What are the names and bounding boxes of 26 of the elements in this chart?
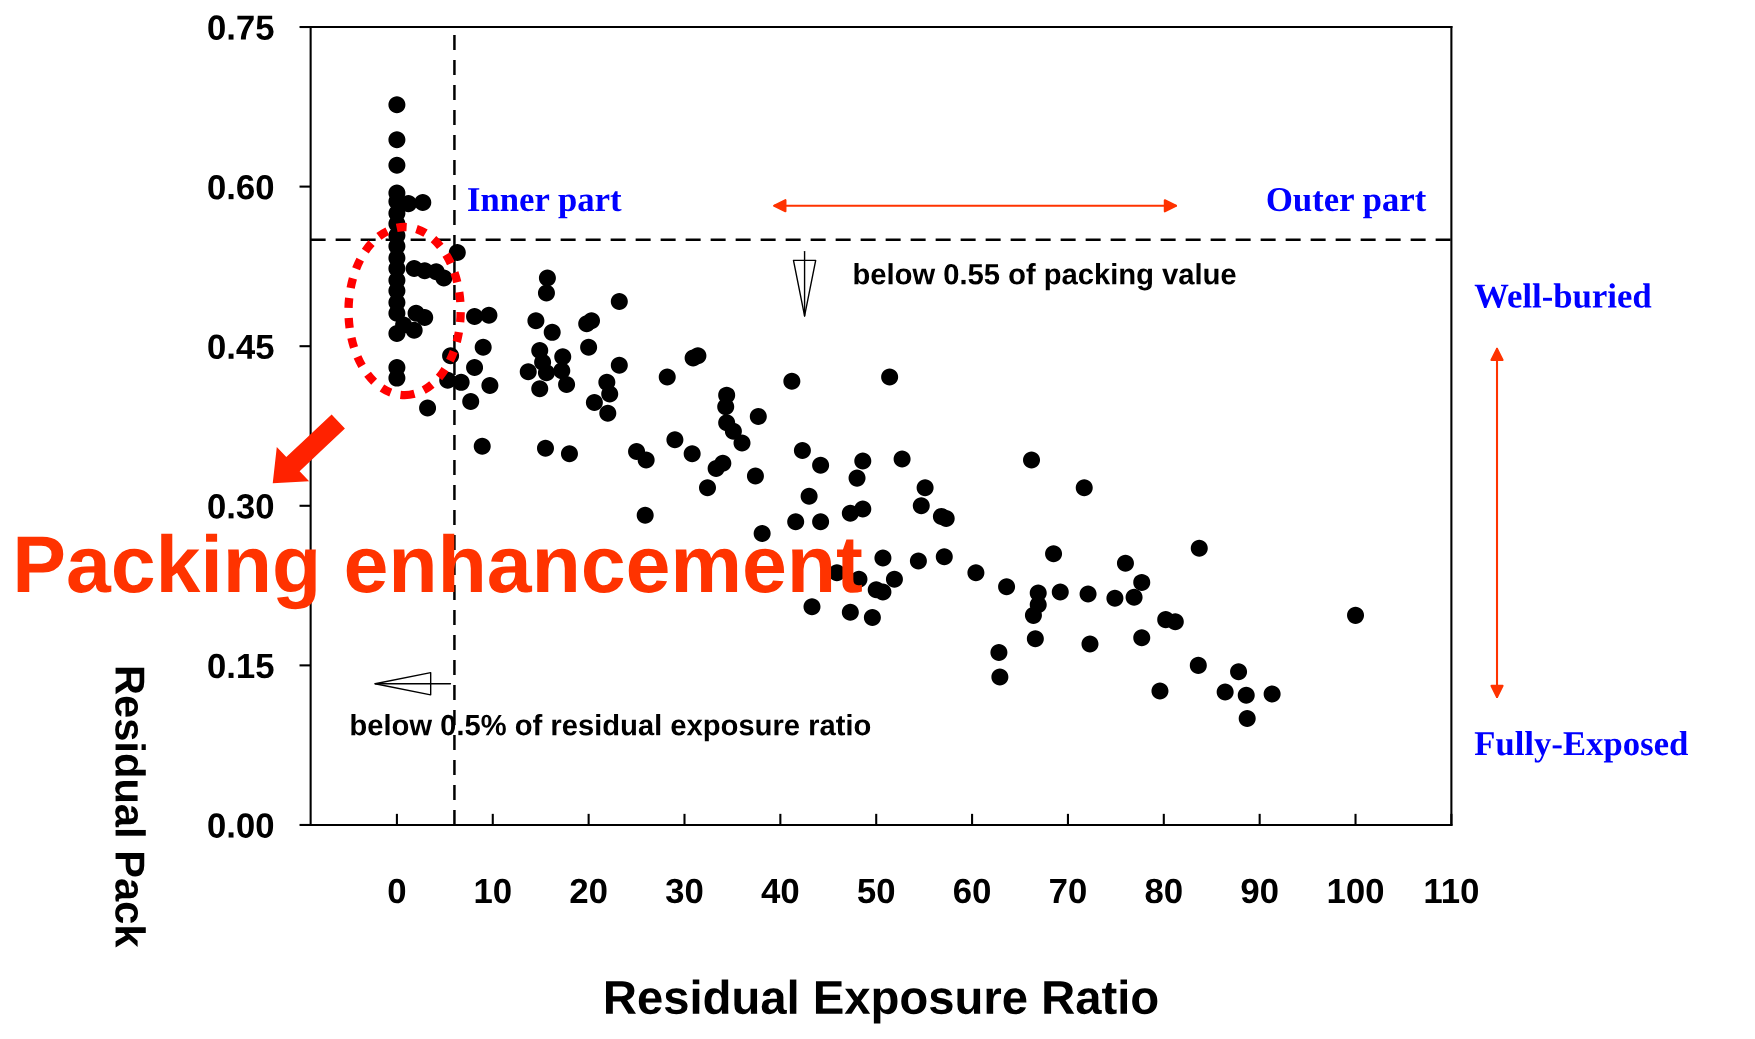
x-tick-label: 10	[475, 878, 511, 904]
text: Fully-Exposed	[1474, 730, 1688, 763]
x-tick-label: 110	[1425, 878, 1478, 904]
x-tick-label: 90	[1241, 878, 1278, 904]
annotation: Outer part	[1267, 187, 1427, 219]
annotation: below 0.55 of packing value	[854, 263, 1236, 291]
annotation: below 0.5% of residual exposure ratio	[351, 714, 871, 742]
y-tick-label: 0.60	[208, 174, 274, 200]
x-tick-label: 0	[388, 878, 406, 904]
y-tick-label: 0.15	[208, 653, 274, 679]
y-tick-label: 0.00	[208, 813, 274, 838]
x-tick-label: 60	[954, 878, 990, 904]
x-axis-title: Residual Exposure Ratio	[606, 979, 1158, 1024]
x-tick-label: 40	[761, 878, 799, 904]
x-tick-label: 70	[1050, 878, 1086, 904]
annotation: Inner part	[468, 188, 622, 219]
y-tick-label: 0.30	[208, 494, 274, 519]
y-tick-label: 0.45	[208, 334, 274, 360]
x-tick-label: 80	[1145, 878, 1182, 904]
x-tick-label: 20	[570, 878, 607, 904]
x-tick-label: 100	[1328, 878, 1384, 904]
x-tick-label: 50	[857, 878, 895, 904]
y-axis-title: Residual Pack	[115, 667, 146, 948]
y-tick-label: 0.75	[208, 15, 274, 40]
text: Well-buried	[1474, 283, 1652, 308]
x-tick-label: 30	[665, 878, 703, 904]
